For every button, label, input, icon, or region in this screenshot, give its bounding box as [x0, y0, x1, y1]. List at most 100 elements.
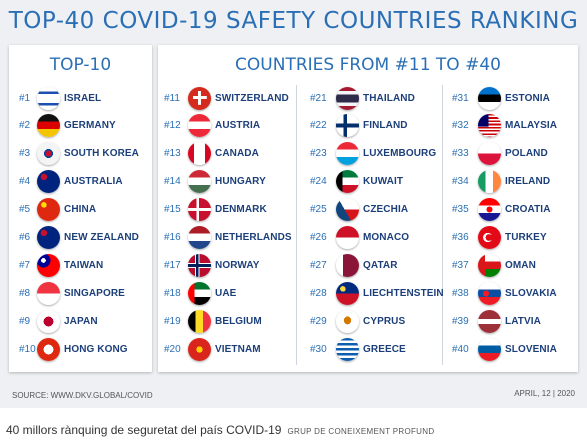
netherlands-flag-icon: [188, 225, 211, 249]
country-rank: #10: [19, 343, 36, 355]
poland-flag-icon: [478, 141, 501, 165]
country-row: #34 IRELAND: [452, 168, 550, 194]
country-row: #38 SLOVAKIA: [452, 280, 557, 306]
country-rank: #20: [164, 343, 181, 355]
china-flag-icon: [37, 197, 60, 221]
source-note: SOURCE: WWW.DKV.GLOBAL/COVID: [12, 391, 153, 400]
country-row: #8 SINGAPORE: [19, 280, 125, 306]
country-rank: #16: [164, 231, 181, 243]
country-rank: #4: [19, 175, 31, 187]
country-row: #29 CYPRUS: [310, 308, 405, 334]
country-rank: #3: [19, 147, 31, 159]
country-rank: #21: [310, 92, 327, 104]
country-row: #24 KUWAIT: [310, 168, 403, 194]
country-row: #16 NETHERLANDS: [164, 224, 292, 250]
country-name: LATVIA: [505, 315, 541, 327]
country-name: DENMARK: [215, 203, 267, 215]
country-rank: #23: [310, 147, 327, 159]
country-rank: #19: [164, 315, 181, 327]
country-row: #3 SOUTH KOREA: [19, 140, 139, 166]
country-rank: #13: [164, 147, 181, 159]
country-row: #17 NORWAY: [164, 252, 260, 278]
date-note: APRIL, 12 | 2020: [514, 389, 575, 398]
country-rank: #17: [164, 259, 181, 271]
country-rank: #1: [19, 92, 31, 104]
country-rank: #30: [310, 343, 327, 355]
top10-panel: TOP-10 #1 ISRAEL #2 GERMANY #3 SOUTH KOREA #4 A…: [9, 45, 152, 372]
country-name: SOUTH KOREA: [64, 147, 139, 159]
country-rank: #34: [452, 175, 469, 187]
column-divider: [442, 85, 443, 365]
country-name: UAE: [215, 287, 237, 299]
country-row: #30 GREECE: [310, 336, 406, 362]
country-name: TURKEY: [505, 231, 547, 243]
country-row: #11 SWITZERLAND: [164, 85, 289, 111]
country-name: CZECHIA: [363, 203, 409, 215]
cyprus-flag-icon: [336, 309, 359, 333]
malaysia-flag-icon: [478, 113, 501, 137]
country-rank: #5: [19, 203, 31, 215]
czechia-flag-icon: [336, 197, 359, 221]
luxembourg-flag-icon: [336, 141, 359, 165]
country-name: KUWAIT: [363, 175, 404, 187]
switzerland-flag-icon: [188, 86, 211, 110]
liechtenstein-flag-icon: [336, 281, 359, 305]
country-row: #2 GERMANY: [19, 112, 116, 138]
norway-flag-icon: [188, 253, 211, 277]
column-divider: [296, 85, 297, 365]
country-rank: #40: [452, 343, 469, 355]
country-row: #32 MALAYSIA: [452, 112, 557, 138]
new-zealand-flag-icon: [37, 225, 60, 249]
country-row: #18 UAE: [164, 280, 236, 306]
canada-flag-icon: [188, 141, 211, 165]
country-name: QATAR: [363, 259, 398, 271]
turkey-flag-icon: [478, 225, 501, 249]
country-rank: #32: [452, 119, 469, 131]
thailand-flag-icon: [336, 86, 359, 110]
country-name: CHINA: [64, 203, 97, 215]
israel-flag-icon: [37, 86, 60, 110]
country-name: AUSTRIA: [215, 119, 261, 131]
country-name: SWITZERLAND: [215, 92, 289, 104]
country-name: VIETNAM: [215, 343, 261, 355]
country-rank: #15: [164, 203, 181, 215]
country-rank: #28: [310, 287, 327, 299]
singapore-flag-icon: [37, 281, 60, 305]
country-row: #37 OMAN: [452, 252, 536, 278]
country-name: GREECE: [363, 343, 406, 355]
country-rank: #24: [310, 175, 327, 187]
country-name: HONG KONG: [64, 343, 128, 355]
taiwan-flag-icon: [37, 253, 60, 277]
country-name: ISRAEL: [64, 92, 102, 104]
country-rank: #12: [164, 119, 181, 131]
country-name: NEW ZEALAND: [64, 231, 139, 243]
country-rank: #18: [164, 287, 181, 299]
kuwait-flag-icon: [336, 169, 359, 193]
slovakia-flag-icon: [478, 281, 501, 305]
country-rank: #26: [310, 231, 327, 243]
vietnam-flag-icon: [188, 337, 211, 361]
country-name: LUXEMBOURG: [363, 147, 437, 159]
infographic-title: TOP-40 COVID-19 SAFETY COUNTRIES RANKING: [8, 8, 579, 34]
country-name: OMAN: [505, 259, 536, 271]
country-rank: #14: [164, 175, 181, 187]
caption-text: 40 millors rànquing de seguretat del paí…: [6, 423, 282, 437]
country-name: SINGAPORE: [64, 287, 125, 299]
belgium-flag-icon: [188, 309, 211, 333]
country-name: NORWAY: [215, 259, 260, 271]
austria-flag-icon: [188, 113, 211, 137]
denmark-flag-icon: [188, 197, 211, 221]
country-rank: #37: [452, 259, 469, 271]
country-rank: #29: [310, 315, 327, 327]
country-row: #40 SLOVENIA: [452, 336, 557, 362]
country-rank: #22: [310, 119, 327, 131]
image-caption: 40 millors rànquing de seguretat del paí…: [6, 423, 434, 437]
country-row: #13 CANADA: [164, 140, 259, 166]
country-name: MONACO: [363, 231, 410, 243]
country-row: #14 HUNGARY: [164, 168, 266, 194]
country-name: LIECHTENSTEIN: [363, 287, 444, 299]
top10-title: TOP-10: [49, 55, 112, 75]
latvia-flag-icon: [478, 309, 501, 333]
country-name: FINLAND: [363, 119, 408, 131]
country-name: CANADA: [215, 147, 259, 159]
